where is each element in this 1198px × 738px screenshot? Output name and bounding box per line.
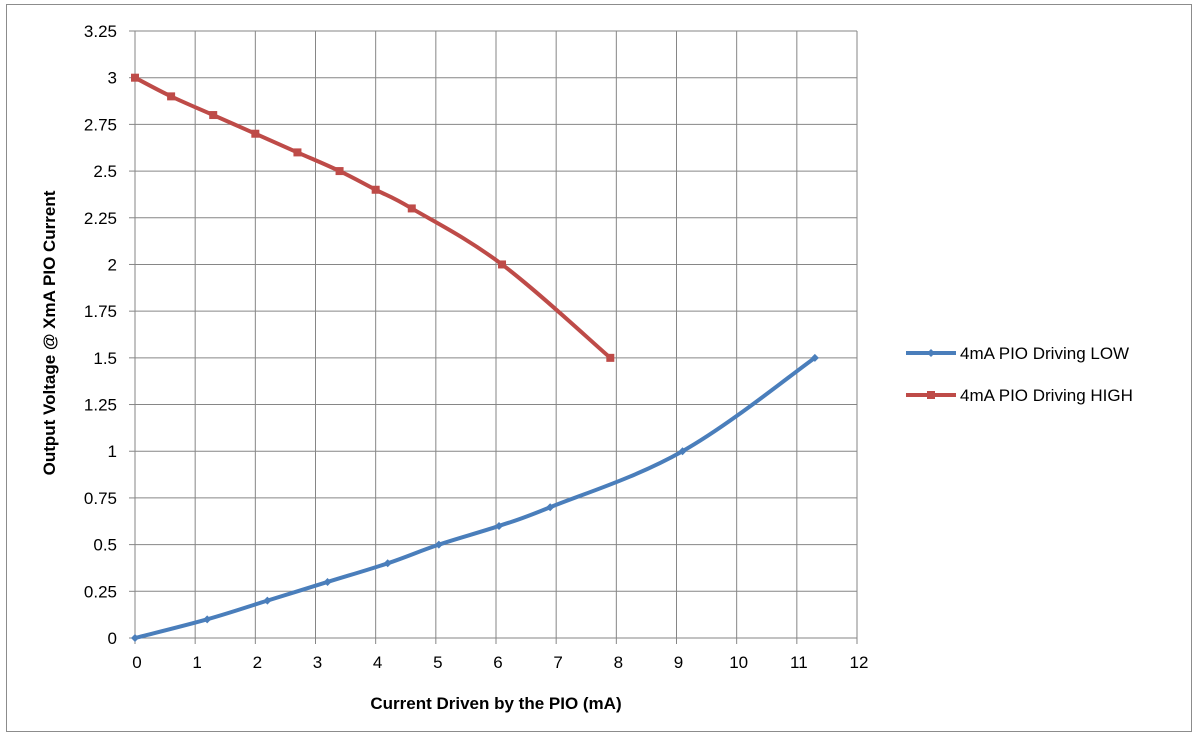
- legend-label: 4mA PIO Driving LOW: [960, 344, 1129, 363]
- data-point-marker: [927, 349, 935, 357]
- y-tick-label: 0.75: [84, 489, 117, 508]
- x-tick-label: 11: [790, 653, 808, 672]
- data-point-marker: [678, 447, 687, 456]
- x-tick-label: 0: [132, 653, 141, 672]
- x-tick-label: 6: [493, 653, 502, 672]
- y-tick-label: 1.75: [84, 302, 117, 321]
- data-point-marker: [335, 167, 344, 176]
- y-tick-label: 0.25: [84, 582, 117, 601]
- y-tick-label: 0: [108, 629, 117, 648]
- data-point-marker: [323, 577, 332, 586]
- series-1: [131, 353, 819, 642]
- data-point-marker: [251, 129, 260, 138]
- y-tick-label: 1.25: [84, 396, 117, 415]
- data-point-marker: [371, 185, 380, 194]
- legend-item: 4mA PIO Driving LOW: [906, 344, 1129, 363]
- legend-label: 4mA PIO Driving HIGH: [960, 386, 1133, 405]
- data-point-marker: [546, 503, 555, 512]
- y-tick-label: 3: [108, 69, 117, 88]
- legend-item: 4mA PIO Driving HIGH: [906, 386, 1133, 405]
- x-tick-label: 1: [192, 653, 201, 672]
- y-tick-label: 1.5: [93, 349, 117, 368]
- data-point-marker: [383, 559, 392, 568]
- y-tick-label: 2.5: [93, 162, 117, 181]
- data-point-marker: [407, 204, 416, 213]
- data-point-marker: [203, 615, 212, 624]
- x-tick-label: 5: [433, 653, 442, 672]
- x-tick-label: 8: [614, 653, 623, 672]
- x-tick-label: 3: [313, 653, 322, 672]
- gridlines: [129, 30, 858, 644]
- chart-area: [6, 4, 1192, 732]
- x-tick-label: 4: [373, 653, 382, 672]
- x-tick-label: 12: [850, 653, 869, 672]
- x-tick-label: 9: [674, 653, 683, 672]
- x-tick-labels: 0 1 2 3 4 5 6 7 8 9 10 11 12: [132, 653, 868, 672]
- data-point-marker: [927, 391, 935, 399]
- y-tick-label: 2.25: [84, 209, 117, 228]
- series-layer: [131, 73, 819, 642]
- x-tick-label: 10: [729, 653, 748, 672]
- data-point-marker: [209, 111, 218, 120]
- y-tick-label: 1: [108, 442, 117, 461]
- data-point-marker: [167, 92, 176, 101]
- legend: 4mA PIO Driving LOW 4mA PIO Driving HIGH: [906, 344, 1133, 405]
- x-axis-title: Current Driven by the PIO (mA): [370, 694, 621, 713]
- y-tick-label: 2.75: [84, 115, 117, 134]
- y-tick-label: 3.25: [84, 22, 117, 41]
- data-point-marker: [498, 260, 507, 269]
- y-tick-label: 0.5: [93, 536, 117, 555]
- data-point-marker: [810, 353, 819, 362]
- data-point-marker: [293, 148, 302, 157]
- data-point-marker: [263, 596, 272, 605]
- x-tick-label: 7: [553, 653, 562, 672]
- data-point-marker: [131, 73, 139, 82]
- y-axis-title: Output Voltage @ XmA PIO Current: [40, 190, 59, 475]
- data-point-marker: [131, 634, 139, 642]
- y-tick-labels: 0 0.25 0.5 0.75 1 1.25 1.5 1.75 2 2.25 2.5 2.75 3 3.2…: [84, 22, 117, 648]
- x-tick-label: 2: [253, 653, 262, 672]
- y-tick-label: 2: [108, 255, 117, 274]
- data-point-marker: [606, 353, 615, 362]
- data-point-marker: [495, 521, 504, 530]
- series-2: [131, 73, 615, 362]
- data-point-marker: [434, 540, 443, 549]
